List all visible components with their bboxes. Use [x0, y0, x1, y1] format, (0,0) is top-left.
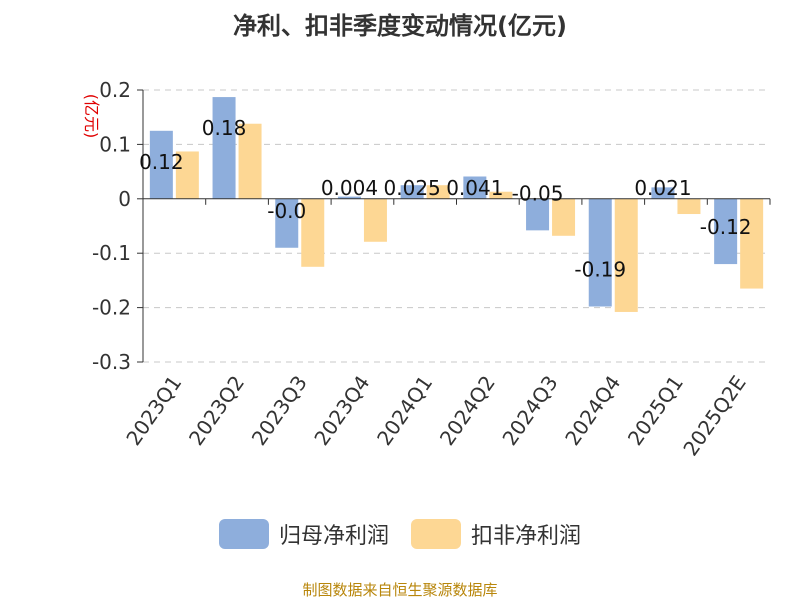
legend-swatch-series2 [411, 519, 461, 549]
source-note: 制图数据来自恒生聚源数据库 [302, 581, 498, 599]
bar-series2-2025Q1 [677, 198, 701, 215]
axis-layer: 0.20.10-0.1-0.2-0.3(亿元)2023Q12023Q22023Q… [82, 78, 771, 460]
bars-layer [149, 97, 764, 312]
bar-series1-2024Q2 [463, 176, 487, 199]
labels-layer: 0.12 0.18 -0.0 0.004 0.025 0.041 -0.05 -0.19 0.0… [139, 116, 751, 281]
data-label-2025Q2E: -0.12 [700, 215, 752, 239]
x-tick-label-2023Q1: 2023Q1 [121, 371, 186, 450]
legend-label-series1: 归母净利润 [278, 524, 389, 549]
bar-series1-2024Q3 [526, 198, 550, 231]
x-tick-label-2025Q1: 2025Q1 [623, 371, 688, 450]
x-tick-label-2025Q2E: 2025Q2E [678, 371, 750, 460]
bar-series1-2023Q2 [212, 97, 236, 199]
bar-series1-2025Q1 [651, 187, 675, 199]
data-label-2024Q4: -0.19 [574, 258, 626, 282]
bar-series1-2023Q4 [337, 196, 361, 199]
data-label-2024Q2: 0.041 [446, 176, 503, 200]
bar-series1-2024Q4 [588, 198, 612, 307]
y-tick-label: -0.1 [92, 241, 131, 265]
y-tick-label: 0.2 [99, 78, 131, 102]
bar-series1-2023Q3 [275, 198, 299, 248]
y-tick-label: -0.2 [92, 296, 131, 320]
data-label-2024Q3: -0.05 [512, 181, 564, 205]
legend-label-series2: 扣非净利润 [471, 524, 582, 549]
data-label-2023Q1: 0.12 [139, 150, 184, 174]
data-label-2024Q1: 0.025 [384, 176, 441, 200]
bar-series2-2024Q2 [489, 191, 513, 199]
bar-series1-2025Q2E [714, 198, 738, 265]
data-label-2023Q3: -0.0 [267, 199, 306, 223]
x-tick-label-2024Q2: 2024Q2 [435, 371, 500, 450]
chart-title: 净利、扣非季度变动情况(亿元) [233, 12, 567, 40]
bar-series2-2023Q2 [238, 123, 262, 199]
legend-item-series2[interactable]: 扣非净利润 [411, 518, 581, 550]
data-label-2023Q2: 0.18 [202, 116, 247, 140]
x-tick-label-2023Q2: 2023Q2 [184, 371, 249, 450]
y-tick-label: -0.3 [92, 350, 131, 374]
x-tick-label-2023Q3: 2023Q3 [247, 371, 312, 450]
x-tick-label-2023Q4: 2023Q4 [309, 371, 374, 450]
y-axis-unit-label: (亿元) [82, 94, 101, 139]
bar-series2-2023Q4 [363, 198, 387, 242]
x-tick-label-2024Q3: 2024Q3 [497, 371, 562, 450]
bar-series1-2023Q1 [149, 130, 173, 199]
x-tick-label-2024Q4: 2024Q4 [560, 371, 625, 450]
legend-item-series1[interactable]: 归母净利润 [218, 518, 389, 550]
bar-series2-2025Q2E [740, 198, 764, 289]
y-tick-label: 0 [118, 187, 131, 211]
bar-series2-2023Q1 [175, 151, 199, 199]
legend: 归母净利润 扣非净利润 [0, 518, 800, 550]
x-tick-label-2024Q1: 2024Q1 [372, 371, 437, 450]
data-label-2023Q4: 0.004 [321, 176, 378, 200]
bar-series2-2024Q4 [614, 198, 638, 312]
y-tick-label: 0.1 [99, 132, 131, 156]
bar-series2-2023Q3 [301, 198, 325, 267]
bar-series1-2024Q1 [400, 185, 424, 199]
bar-series2-2024Q1 [426, 185, 450, 199]
bar-series2-2024Q3 [552, 198, 576, 236]
legend-swatch-series1 [218, 519, 269, 549]
data-label-2025Q1: 0.021 [634, 176, 691, 200]
